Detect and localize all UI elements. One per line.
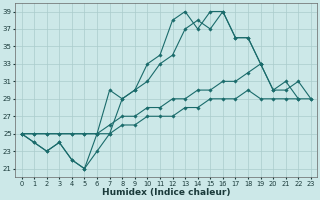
X-axis label: Humidex (Indice chaleur): Humidex (Indice chaleur) bbox=[102, 188, 230, 197]
